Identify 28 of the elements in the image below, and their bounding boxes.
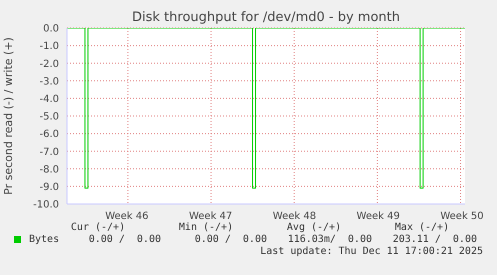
y-tick-label: -5.0 (39, 112, 59, 123)
text: 203.11 / 0.00 (392, 234, 477, 245)
y-axis-title: Pr second read (-) / write (+) (2, 37, 15, 195)
x-tick-label: Week 48 (272, 211, 316, 222)
text: 116.03m/ 0.00 (288, 234, 372, 245)
text: Last update: Thu Dec 11 17:00:21 2025 (260, 246, 483, 257)
y-tick-label: -10.0 (33, 200, 59, 211)
y-tick-label: 0.0 (43, 24, 59, 35)
text: Min (-/+) (178, 222, 234, 233)
y-tick-label: -9.0 (39, 182, 59, 193)
y-tick-label: -7.0 (39, 146, 59, 158)
text: Max (-/+) (394, 222, 450, 233)
x-tick-label: Week 46 (105, 211, 149, 222)
text: Avg (-/+) (286, 222, 342, 233)
text: 0.00 / 0.00 (88, 234, 161, 245)
legend-label: Bytes (29, 234, 60, 245)
x-tick-label: Week 47 (188, 211, 232, 222)
x-tick-label: Week 50 (440, 211, 484, 222)
y-tick-label: -8.0 (39, 164, 59, 176)
y-tick-label: -3.0 (39, 76, 59, 88)
y-tick-label: -6.0 (39, 129, 59, 140)
y-tick-label: -2.0 (39, 58, 59, 70)
y-tick-label: -4.0 (39, 94, 59, 105)
x-tick-label: Week 49 (356, 211, 400, 222)
text: 0.00 / 0.00 (194, 234, 267, 245)
y-tick-label: -1.0 (39, 41, 59, 52)
text: Cur (-/+) (70, 222, 126, 233)
chart-title: Disk throughput for /dev/md0 - by month (131, 10, 401, 25)
